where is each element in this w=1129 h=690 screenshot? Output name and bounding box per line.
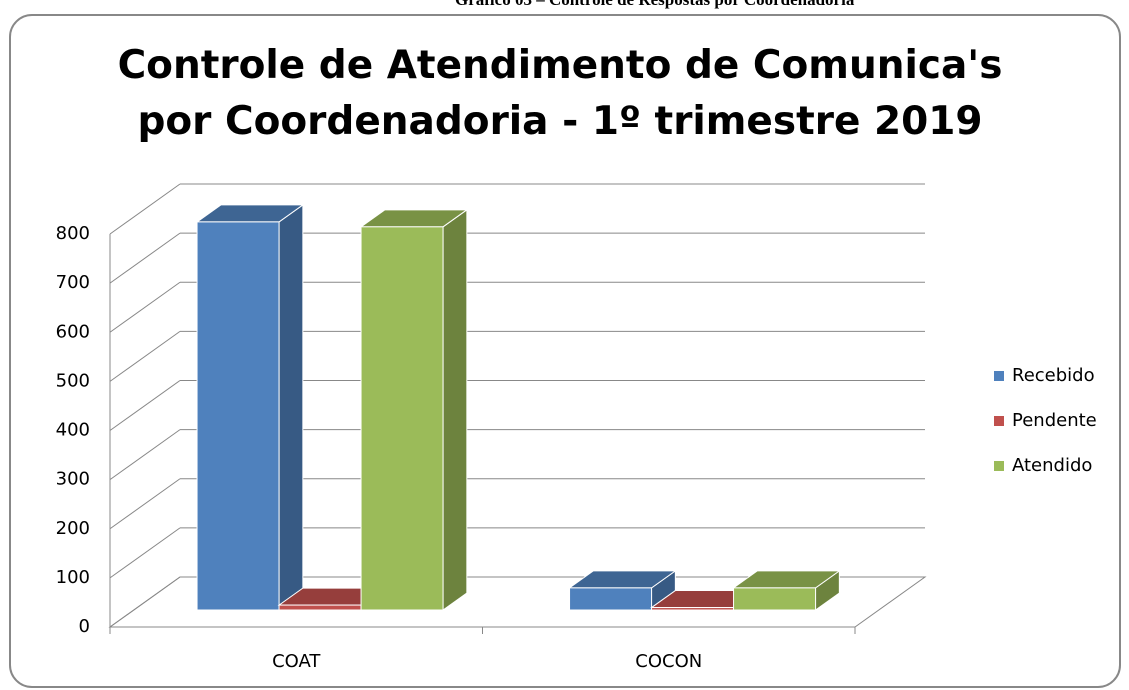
grid-line (109, 527, 181, 579)
chart-title: Controle de Atendimento de Comunica's po… (117, 43, 1003, 144)
y-tick-label: 200 (56, 518, 90, 539)
x-tick-label: COAT (272, 651, 321, 672)
grid-line (109, 281, 181, 333)
grid-line (109, 330, 181, 382)
y-tick-label: 0 (79, 616, 90, 637)
bar (651, 607, 735, 611)
bar (360, 226, 444, 611)
bar (278, 604, 362, 611)
legend-label: Pendente (1012, 410, 1097, 431)
grid-line (109, 576, 181, 628)
chart-frame (9, 14, 1121, 688)
bar-side (278, 203, 304, 611)
grid-line (109, 478, 181, 530)
bar (569, 587, 653, 611)
grid-line (109, 232, 181, 284)
bar (196, 221, 280, 611)
y-tick-label: 700 (56, 272, 90, 293)
y-tick-label: 800 (56, 223, 90, 244)
grid-line (109, 183, 181, 235)
legend-label: Atendido (1012, 455, 1092, 476)
caption: Gráfico 03 – Controle de Respostas por C… (455, 0, 854, 10)
legend-swatch (994, 371, 1004, 381)
bar (733, 587, 817, 611)
y-tick-label: 300 (56, 469, 90, 490)
legend-label: Recebido (1012, 365, 1095, 386)
legend-swatch (994, 461, 1004, 471)
legend-swatch (994, 416, 1004, 426)
y-tick-label: 400 (56, 420, 90, 441)
bar-side (442, 208, 468, 611)
y-tick-label: 600 (56, 321, 90, 342)
y-tick-label: 500 (56, 370, 90, 391)
y-tick-label: 100 (56, 567, 90, 588)
x-tick-label: COCON (635, 651, 702, 672)
grid-line (109, 380, 181, 431)
grid-line (109, 429, 181, 481)
